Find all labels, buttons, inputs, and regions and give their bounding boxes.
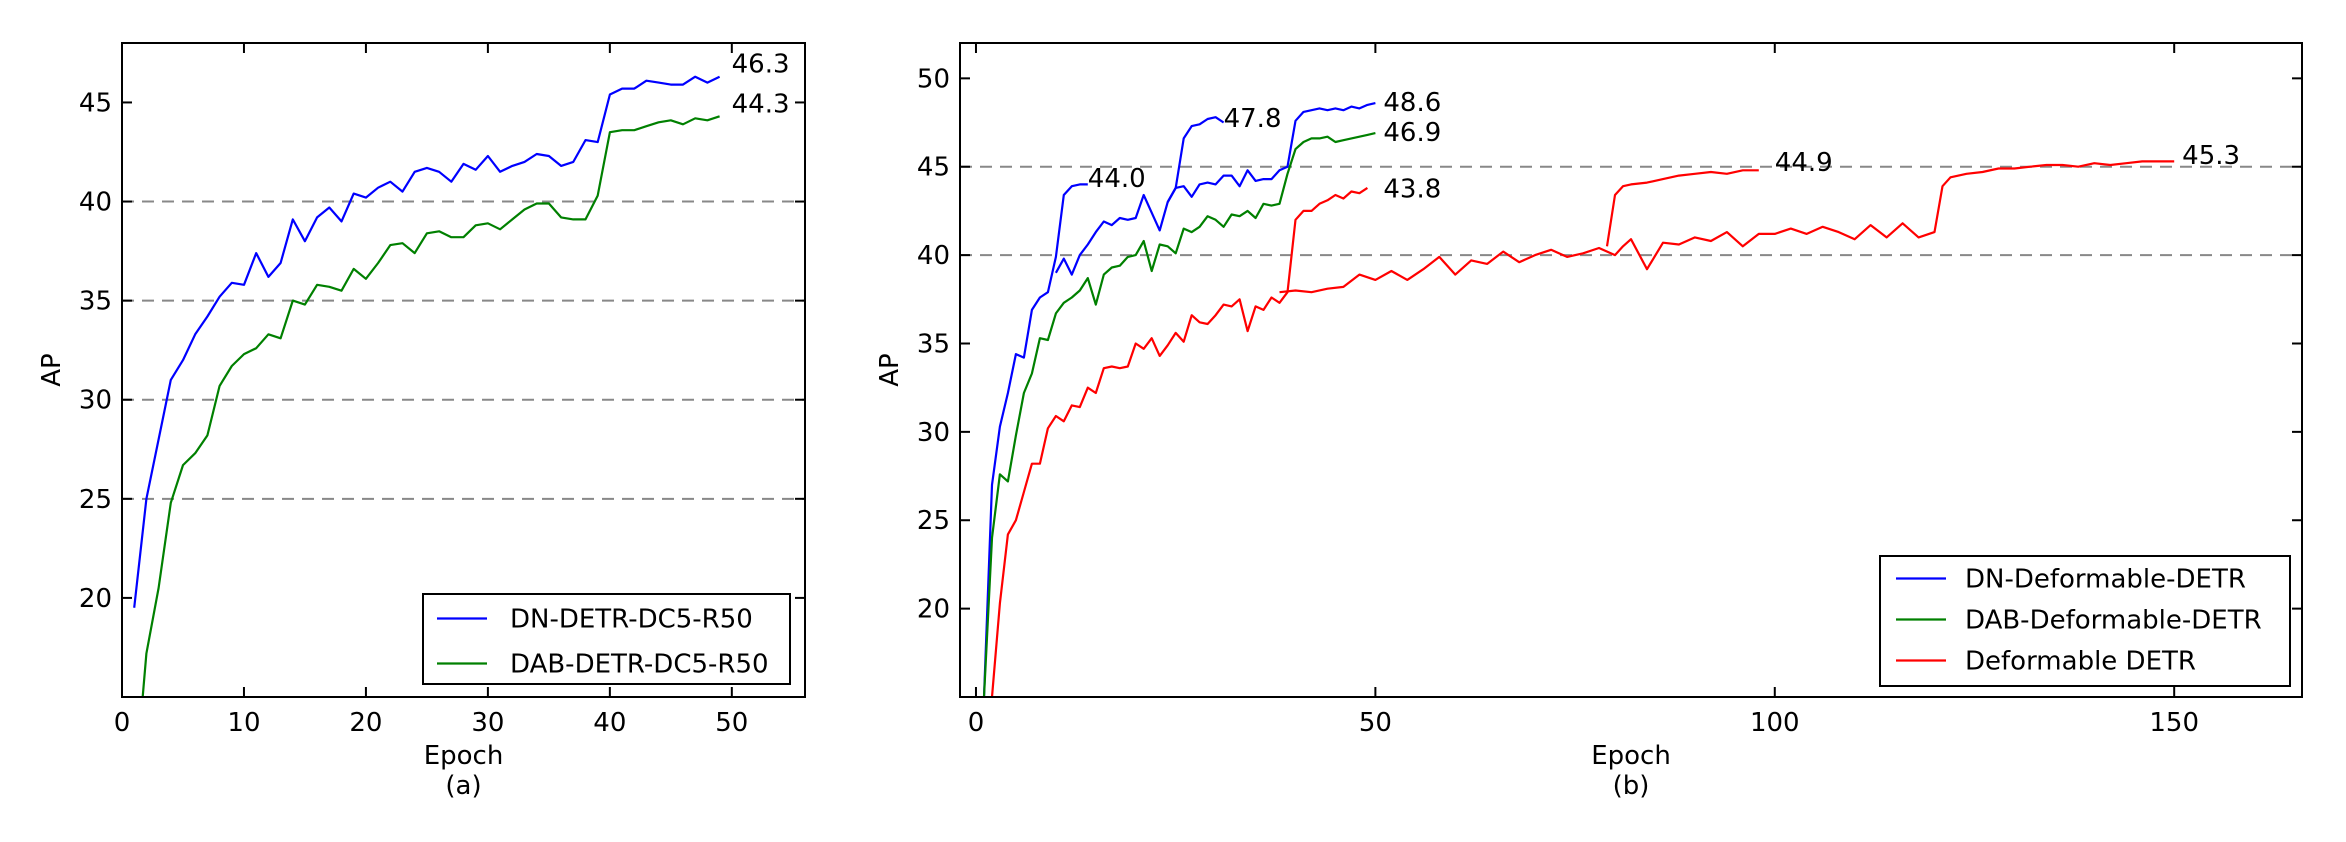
y-tick-label: 20 [917, 595, 950, 625]
legend: DN-Deformable-DETR DAB-Deformable-DETR Def… [1879, 555, 2291, 687]
legend-label: Deformable DETR [1965, 647, 2196, 677]
data-label: 46.9 [1383, 118, 1441, 148]
series-line-dab-deformable-detr-0 [982, 132, 1376, 697]
series-line-dn-deformable-detr-1 [1054, 116, 1225, 276]
legend-label: DAB-Deformable-DETR [1965, 606, 2262, 636]
legend-box [1879, 555, 2291, 687]
x-tick-label: 40 [593, 708, 626, 738]
data-label: 43.8 [1383, 175, 1441, 205]
series-line-deformable-detr-1 [1279, 160, 2175, 294]
x-tick-label: 100 [1750, 708, 1800, 738]
legend-label: DN-DETR-DC5-R50 [510, 605, 753, 635]
y-axis-label: AP [37, 353, 67, 386]
y-tick-label: 30 [79, 386, 112, 416]
chart-panel-b: 44.0 47.8 48.646.9 43.8 44.9 45.3 0 50 100 150 20 2… [875, 42, 2303, 801]
x-tick-label: 0 [968, 708, 985, 738]
data-label: 45.3 [2182, 141, 2240, 171]
y-tick-label: 45 [917, 153, 950, 183]
x-tick-label: 0 [114, 708, 131, 738]
series-line-dn-deformable-detr-2 [1166, 102, 1376, 203]
y-tick-label: 35 [79, 287, 112, 317]
legend: DN-DETR-DC5-R50 DAB-DETR-DC5-R50 [422, 593, 791, 685]
x-tick-label: 150 [2149, 708, 2199, 738]
plot-frame [121, 42, 806, 698]
panel-label: (b) [1613, 771, 1650, 801]
x-axis-label: Epoch [424, 741, 504, 771]
x-tick-label: 10 [227, 708, 260, 738]
y-tick-label: 20 [79, 584, 112, 614]
series-line-deformable-detr-0 [990, 186, 1369, 697]
x-tick-label: 30 [471, 708, 504, 738]
legend-box [422, 593, 791, 685]
chart-panel-a: 46.3 44.3 0 10 20 30 40 50 20 25 30 35 40 45 Epoch(a) A… [37, 42, 806, 801]
series-line-dn-deformable-detr-0 [982, 183, 1088, 697]
legend-label: DN-Deformable-DETR [1965, 565, 2246, 595]
data-label: 47.8 [1224, 104, 1282, 134]
y-tick-label: 35 [917, 329, 950, 359]
series-line-deformable-detr-2 [1605, 169, 1759, 247]
data-label: 44.0 [1088, 164, 1146, 194]
y-tick-label: 40 [917, 241, 950, 271]
panel-label: (a) [445, 771, 481, 801]
y-tick-label: 25 [79, 485, 112, 515]
data-label: 44.9 [1775, 148, 1833, 178]
y-tick-label: 25 [917, 506, 950, 536]
y-tick-label: 40 [79, 188, 112, 218]
x-tick-label: 50 [1359, 708, 1392, 738]
y-tick-label: 30 [917, 418, 950, 448]
data-label: 46.3 [732, 50, 790, 80]
x-tick-label: 50 [715, 708, 748, 738]
plot-frame [959, 42, 2303, 698]
data-label: 44.3 [732, 89, 790, 119]
data-label: 48.6 [1383, 88, 1441, 118]
x-axis-label: Epoch [1591, 741, 1671, 771]
y-tick-label: 50 [917, 64, 950, 94]
y-tick-label: 45 [79, 88, 112, 118]
legend-label: DAB-DETR-DC5-R50 [510, 650, 769, 680]
series-line-dab-detr-dc5-r50-0 [141, 115, 720, 697]
x-tick-label: 20 [349, 708, 382, 738]
y-axis-label: AP [875, 353, 905, 386]
series-line-dn-detr-dc5-r50-0 [133, 75, 721, 608]
